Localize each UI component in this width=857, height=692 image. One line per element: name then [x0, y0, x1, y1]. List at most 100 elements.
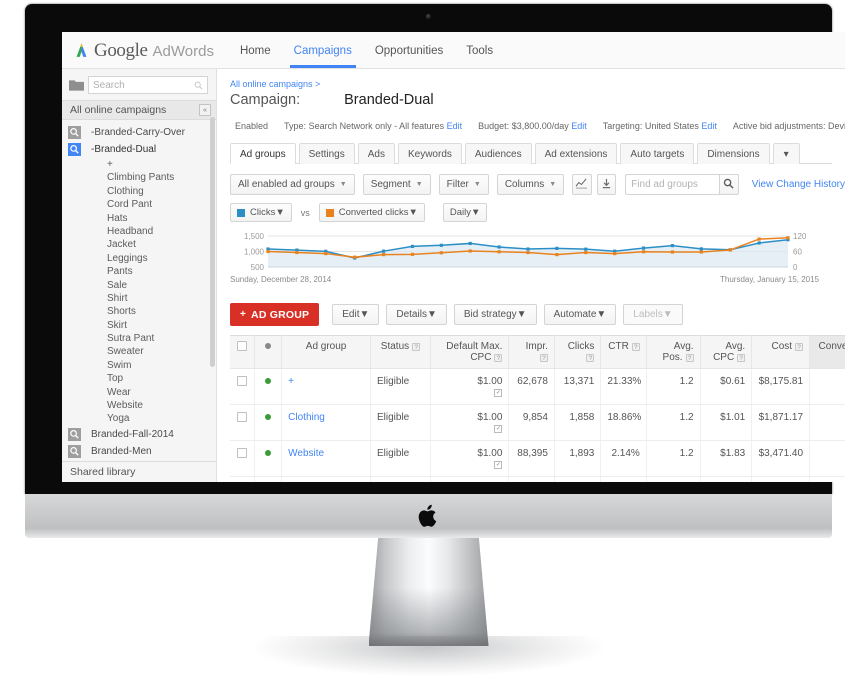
ad-group-scope-dropdown[interactable]: All enabled ad groups ▼ — [230, 174, 355, 195]
view-change-history-link[interactable]: View Change History — [751, 179, 845, 190]
tab-ad-extensions[interactable]: Ad extensions — [534, 143, 618, 164]
nav-home[interactable]: Home — [239, 44, 271, 57]
clicks-point[interactable] — [641, 246, 646, 250]
sidebar-ad-group-item[interactable]: Cord Pant — [107, 199, 153, 211]
sidebar-item-branded-carry-over[interactable]: -Branded-Carry-Over — [62, 124, 216, 141]
help-icon[interactable]: ? — [412, 343, 421, 351]
table-row[interactable]: Website Eligible $1.00 ✓ 88,395 1,893 2.14% 1.2… — [230, 440, 845, 477]
sidebar-item-shared-library[interactable]: Shared library — [62, 461, 216, 482]
sidebar-ad-group-item[interactable]: Swim — [107, 359, 132, 371]
clicks-point[interactable] — [613, 249, 617, 253]
find-search-button[interactable] — [718, 174, 739, 195]
tab-dimensions[interactable]: Dimensions — [697, 143, 770, 164]
all-online-campaigns-header[interactable]: All online campaigns « — [62, 100, 216, 120]
sidebar-ad-group-item[interactable]: Sutra Pant — [107, 333, 155, 345]
row-checkbox[interactable] — [237, 412, 248, 422]
sidebar-ad-group-item[interactable]: Headband — [107, 225, 154, 237]
converted-clicks-point[interactable] — [584, 250, 588, 255]
col-status[interactable]: Status? — [370, 335, 431, 369]
help-icon[interactable]: ? — [494, 354, 503, 362]
sidebar-ad-group-item[interactable]: Shorts — [107, 306, 136, 318]
sidebar-ad-group-item[interactable]: Clothing — [107, 185, 144, 197]
filter-dropdown[interactable]: Filter ▼ — [438, 174, 489, 195]
converted-clicks-point[interactable] — [295, 250, 299, 255]
clicks-point[interactable] — [439, 243, 443, 247]
select-all-header[interactable] — [230, 335, 256, 369]
metric-converted-clicks-dropdown[interactable]: Converted clicks ▼ — [318, 203, 425, 222]
labels-dropdown[interactable]: Labels ▼ — [623, 304, 683, 325]
edit-type-link[interactable]: Edit — [446, 121, 463, 131]
sidebar-scrollbar[interactable] — [210, 117, 215, 460]
bid-strategy-dropdown[interactable]: Bid strategy ▼ — [453, 304, 537, 325]
row-select-cell[interactable] — [230, 368, 256, 405]
clicks-point[interactable] — [266, 247, 270, 251]
table-row[interactable]: + Eligible $1.00 ✓ 62,678 13,371 21.33% 1.2 $0.6… — [230, 368, 845, 405]
row-checkbox[interactable] — [237, 448, 248, 458]
sidebar-item-branded-men[interactable]: Branded-Men — [62, 443, 216, 460]
tab-ad-groups[interactable]: Ad groups — [230, 143, 296, 164]
details-dropdown[interactable]: Details ▼ — [386, 304, 447, 325]
cell-ad-group[interactable]: Website — [281, 440, 371, 477]
nav-tools[interactable]: Tools — [466, 44, 494, 57]
clicks-point[interactable] — [584, 247, 588, 251]
converted-clicks-point[interactable] — [439, 251, 443, 255]
clicks-point[interactable] — [555, 246, 559, 250]
row-checkbox[interactable] — [237, 376, 248, 386]
row-select-cell[interactable] — [230, 440, 256, 477]
converted-clicks-point[interactable] — [526, 250, 530, 255]
cell-ad-group[interactable]: + — [281, 368, 371, 405]
converted-clicks-point[interactable] — [410, 252, 415, 256]
row-select-cell[interactable] — [230, 476, 256, 482]
granularity-dropdown[interactable]: Daily ▼ — [442, 203, 488, 222]
clicks-point[interactable] — [295, 248, 299, 252]
clicks-point[interactable] — [497, 245, 501, 249]
nav-campaigns[interactable]: Campaigns — [289, 34, 357, 68]
columns-dropdown[interactable]: Columns ▼ — [496, 174, 565, 195]
col-default-max-cpc[interactable]: Default Max. CPC? — [430, 335, 510, 369]
select-all-checkbox[interactable] — [237, 341, 248, 351]
sidebar-ad-group-item[interactable]: + — [107, 159, 113, 170]
converted-clicks-point[interactable] — [728, 248, 732, 252]
cell-ad-group[interactable]: Clothing — [281, 404, 371, 441]
search-input[interactable]: Search — [88, 76, 208, 94]
converted-clicks-point[interactable] — [353, 255, 357, 259]
help-icon[interactable]: ? — [795, 343, 804, 351]
clicks-point[interactable] — [381, 249, 386, 253]
google-adwords-logo[interactable]: Google AdWords — [73, 39, 214, 62]
segment-dropdown[interactable]: Segment ▼ — [362, 174, 431, 195]
add-ad-group-button[interactable]: + AD GROUP — [230, 303, 320, 326]
col-clicks[interactable]: Clicks? — [554, 335, 602, 369]
row-select-cell[interactable] — [230, 404, 256, 441]
cpc-checkbox-icon[interactable]: ✓ — [494, 461, 503, 469]
ad-group-link[interactable]: Clothing — [288, 412, 325, 423]
download-button[interactable] — [596, 174, 617, 195]
help-icon[interactable]: ? — [685, 354, 694, 362]
converted-clicks-point[interactable] — [641, 250, 646, 254]
clicks-point[interactable] — [324, 249, 328, 253]
edit-budget-link[interactable]: Edit — [571, 121, 587, 131]
sidebar-ad-group-item[interactable]: Hats — [107, 212, 128, 224]
cell-default-max-cpc[interactable]: $1.00✓ — [430, 476, 510, 482]
sidebar-ad-group-item[interactable]: Yoga — [107, 413, 130, 425]
sidebar-ad-group-item[interactable]: Wear — [107, 386, 131, 398]
col-cost[interactable]: Cost? — [751, 335, 811, 369]
sidebar-ad-group-item[interactable]: Skirt — [107, 319, 127, 331]
edit-dropdown[interactable]: Edit ▼ — [332, 304, 380, 325]
converted-clicks-point[interactable] — [468, 249, 472, 253]
col-converted-clicks[interactable]: Converted clicks ↓? — [809, 335, 845, 369]
clicks-point[interactable] — [699, 247, 703, 251]
cell-default-max-cpc[interactable]: $1.00✓ — [430, 404, 510, 441]
col-avg-cpc[interactable]: Avg. CPC? — [700, 335, 753, 369]
sidebar-ad-group-item[interactable]: Sweater — [107, 346, 144, 358]
ad-group-link[interactable]: Website — [288, 448, 325, 459]
table-row[interactable]: Clothing Eligible $1.00 ✓ 9,854 1,858 18.86% 1.… — [230, 404, 845, 441]
find-ad-groups-input[interactable]: Find ad groups — [625, 174, 719, 195]
collapse-sidebar-button[interactable]: « — [199, 104, 211, 116]
tab-keywords[interactable]: Keywords — [397, 143, 462, 164]
sidebar-ad-group-item[interactable]: Pants — [107, 266, 133, 278]
ad-group-link[interactable]: + — [288, 376, 294, 387]
help-icon[interactable]: ? — [539, 354, 548, 362]
edit-targeting-link[interactable]: Edit — [701, 121, 717, 131]
clicks-point[interactable] — [526, 247, 530, 251]
help-icon[interactable]: ? — [737, 354, 746, 362]
